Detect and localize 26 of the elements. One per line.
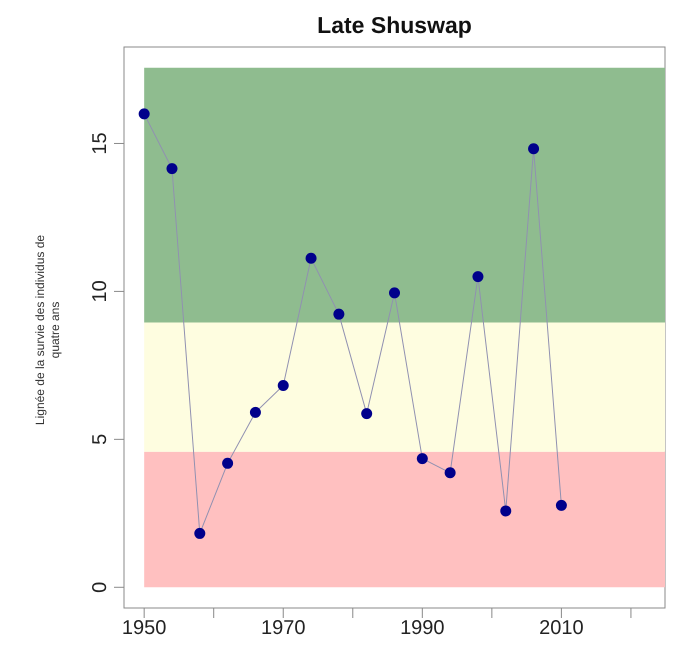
point (528, 143, 540, 154)
point (166, 163, 178, 174)
y-axis-title: Lignée de la survie des individus de quatre ans (33, 234, 63, 428)
y-tick-label: 5 (89, 434, 111, 445)
point (472, 271, 484, 282)
x-tick-label: 1990 (400, 617, 445, 640)
point (416, 453, 428, 464)
point (222, 458, 234, 469)
point (333, 308, 344, 320)
x-tick-label: 1950 (122, 617, 166, 640)
point (194, 528, 206, 539)
y-tick-label: 15 (89, 132, 111, 155)
y-tick-label: 0 (89, 582, 111, 593)
point (500, 505, 512, 516)
y-tick-label: 10 (89, 280, 111, 303)
point (444, 467, 456, 478)
point (556, 500, 567, 511)
point (138, 108, 150, 120)
point (361, 408, 372, 420)
chart-title: Late Shuswap (316, 12, 473, 39)
x-tick-label: 2010 (539, 617, 584, 640)
point (250, 406, 261, 418)
x-tick-label: 1970 (260, 617, 306, 640)
point (278, 380, 289, 391)
point (389, 287, 400, 298)
point (306, 252, 317, 264)
